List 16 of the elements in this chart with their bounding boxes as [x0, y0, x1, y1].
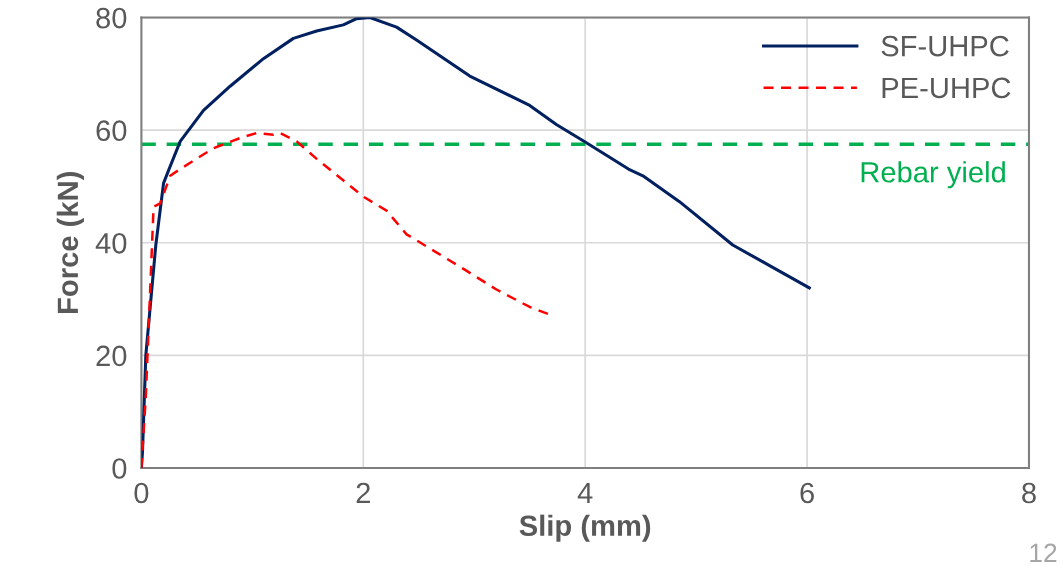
y-tick-label: 40 [95, 232, 127, 254]
x-tick-label: 0 [134, 482, 149, 504]
y-tick-label: 80 [96, 7, 127, 29]
y-tick-label: 60 [96, 120, 127, 142]
text: 12 [1030, 543, 1057, 562]
y-tick-label: 20 [96, 345, 127, 367]
y-tick-label: 0 [112, 458, 127, 479]
x-tick-label: 4 [577, 482, 593, 504]
ref-line-label: Rebar yield [861, 161, 1005, 189]
x-tick-label: 6 [800, 482, 814, 504]
legend-label: SF-UHPC [881, 35, 1009, 57]
y-axis-title: Force (kN) [56, 172, 84, 313]
x-tick-label: 8 [1022, 482, 1036, 504]
x-tick-label: 2 [356, 482, 370, 504]
legend-label: PE-UHPC [882, 77, 1011, 99]
x-axis-title: Slip (mm) [519, 514, 651, 542]
